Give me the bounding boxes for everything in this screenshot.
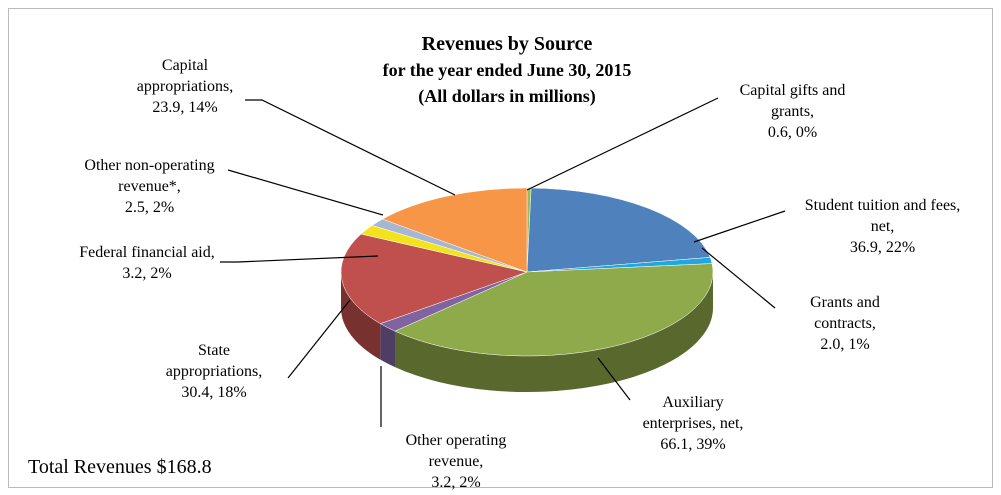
slice-side	[380, 323, 395, 368]
value-label: 23.9, 14%	[152, 99, 218, 116]
total-annotation: Total Revenues $168.8	[28, 456, 212, 478]
data-label: Federal financial aid, 3.2, 2%	[72, 242, 222, 284]
slice	[526, 187, 711, 273]
category-label: Capital gifts and grants,	[739, 82, 846, 120]
category-label: State appropriations,	[165, 342, 263, 380]
chart-note: (All dollars in millions)	[418, 86, 596, 106]
category-label: Federal financial aid,	[79, 244, 215, 261]
category-label: Other non-operating revenue*,	[84, 157, 215, 195]
data-label: Auxiliary enterprises, net, 66.1, 39%	[628, 392, 758, 455]
value-label: 3.2, 2%	[431, 474, 481, 491]
leader-line	[227, 169, 384, 216]
category-label: Other operating revenue,	[405, 432, 507, 470]
slice	[394, 263, 714, 357]
data-label: Other non-operating revenue*, 2.5, 2%	[62, 155, 237, 218]
category-label: Student tuition and fees, net,	[804, 197, 961, 235]
leader-line	[287, 299, 351, 379]
data-label: State appropriations, 30.4, 18%	[154, 340, 274, 403]
leader-line	[220, 255, 379, 263]
leader-line	[526, 97, 719, 191]
slice-side	[341, 272, 381, 360]
data-label: Capital gifts and grants, 0.6, 0%	[725, 80, 860, 143]
data-label: Student tuition and fees, net, 36.9, 22%	[795, 195, 970, 258]
slice	[340, 233, 528, 324]
value-label: 3.2, 2%	[122, 265, 172, 282]
data-label: Other operating revenue, 3.2, 2%	[391, 430, 521, 493]
value-label: 66.1, 39%	[660, 436, 726, 453]
category-label: Capital appropriations,	[136, 57, 234, 95]
data-label: Capital appropriations, 23.9, 14%	[130, 55, 240, 118]
data-label: Grants and contracts, 2.0, 1%	[790, 292, 900, 355]
leader-line	[701, 247, 776, 309]
value-label: 36.9, 22%	[849, 239, 916, 256]
category-label: Auxiliary enterprises, net,	[642, 394, 744, 432]
chart-title: Revenues by Source	[421, 33, 593, 55]
leader-line	[693, 210, 786, 243]
value-label: 2.0, 1%	[820, 336, 870, 353]
leader-line	[597, 357, 631, 401]
slice	[381, 187, 528, 273]
slice-side	[394, 272, 713, 392]
leader-line	[245, 99, 456, 196]
category-label: Grants and contracts,	[810, 294, 880, 332]
chart-subtitle: for the year ended June 30, 2015	[382, 60, 632, 80]
value-label: 0.6, 0%	[767, 124, 818, 141]
value-label: 2.5, 2%	[124, 199, 175, 216]
value-label: 30.4, 18%	[181, 384, 247, 401]
